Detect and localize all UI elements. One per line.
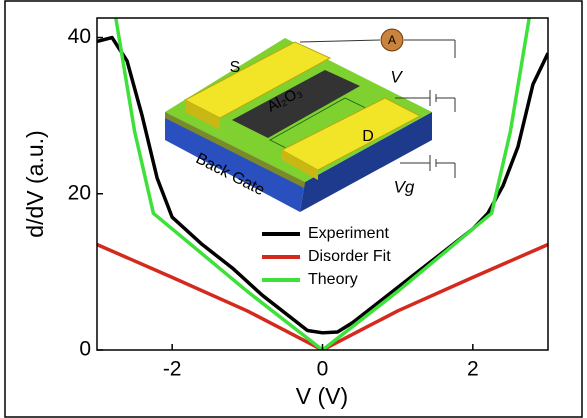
y-axis-title: d/dV (a.u.) (22, 130, 48, 237)
source-label: S (230, 59, 241, 76)
wire (300, 40, 380, 42)
y-tick-label: 0 (79, 338, 91, 361)
chart: A S Al₂O₃ D Back Gate V Vg d/dV (a.u.) V… (0, 0, 587, 418)
y-tick-label: 40 (68, 25, 91, 48)
legend-label: Disorder Fit (308, 248, 391, 265)
x-tick-label: 2 (467, 358, 479, 381)
legend-label: Theory (308, 271, 358, 288)
device-inset: A S Al₂O₃ D Back Gate V Vg (165, 29, 455, 212)
x-tick-label: 0 (317, 358, 329, 381)
x-axis-title: V (V) (296, 383, 348, 409)
drain-label: D (362, 128, 374, 145)
gate-voltage-label: Vg (394, 177, 415, 196)
y-tick-label: 20 (68, 181, 91, 204)
legend-label: Experiment (308, 225, 389, 242)
bias-label: V (390, 67, 403, 86)
ammeter-label: A (388, 33, 396, 47)
x-tick-label: -2 (163, 358, 182, 381)
